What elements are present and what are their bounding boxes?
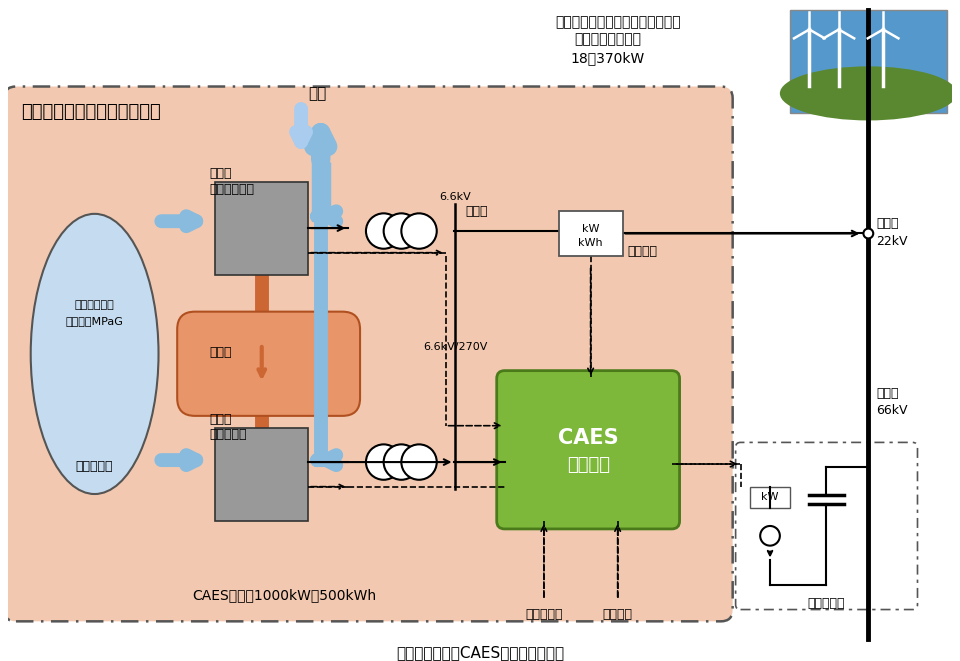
Circle shape [366,444,401,480]
Text: 圧縮機: 圧縮機 [209,167,232,180]
Text: （モーター）: （モーター） [209,182,254,196]
Text: 最高使用圧力: 最高使用圧力 [75,300,114,310]
Text: 空気タンク: 空気タンク [76,461,113,473]
Circle shape [401,214,437,249]
Text: ０．９３MPaG: ０．９３MPaG [65,317,124,327]
Text: 電力送受: 電力送受 [628,245,658,258]
Circle shape [366,214,401,249]
Text: kWh: kWh [578,239,603,249]
Text: 東京電力ホールディングス（株）: 東京電力ホールディングス（株） [555,15,681,28]
Text: kW: kW [582,223,599,233]
FancyBboxPatch shape [735,442,918,609]
FancyBboxPatch shape [496,371,680,529]
Ellipse shape [31,214,158,494]
Text: 18，370kW: 18，370kW [570,51,645,65]
Text: 東伊豆風力発電所: 東伊豆風力発電所 [574,32,641,46]
Circle shape [384,214,420,249]
Bar [790,10,947,113]
FancyBboxPatch shape [4,87,732,621]
Text: 膨張機: 膨張機 [209,412,232,426]
Circle shape [401,444,437,480]
Circle shape [384,444,420,480]
Text: kW: kW [761,492,779,502]
Text: 図　実証設備（CAES）の基本構成図: 図 実証設備（CAES）の基本構成図 [396,645,564,660]
Circle shape [863,229,874,239]
Text: 6.6kV: 6.6kV [440,192,471,202]
Text: CAES容量：1000kW、500kWh: CAES容量：1000kW、500kWh [192,588,376,602]
Bar [214,428,308,521]
Text: 遠方監視: 遠方監視 [603,608,633,621]
Text: CAES: CAES [558,428,618,448]
Text: 送電線: 送電線 [876,387,899,400]
Text: 外気: 外気 [309,86,327,101]
Ellipse shape [780,66,957,120]
Circle shape [760,526,780,545]
Text: 連系変電所: 連系変電所 [807,597,846,609]
Text: 送電線: 送電線 [876,217,899,230]
Bar [751,486,790,508]
FancyBboxPatch shape [178,311,360,416]
Text: 変圧器: 変圧器 [466,205,488,218]
Bar [559,212,622,256]
Text: 発電量予測: 発電量予測 [525,608,563,621]
Text: 蓄熱槽: 蓄熱槽 [209,346,232,359]
Text: 66kV: 66kV [876,405,908,418]
Text: 6.6kV/270V: 6.6kV/270V [423,342,488,352]
Text: 制御装置: 制御装置 [566,455,610,473]
Text: 22kV: 22kV [876,235,908,248]
Text: 圧縮空気エネルギー貯蔵設備: 圧縮空気エネルギー貯蔵設備 [21,103,160,121]
Text: （発電機）: （発電機） [209,428,247,442]
Bar [214,182,308,275]
